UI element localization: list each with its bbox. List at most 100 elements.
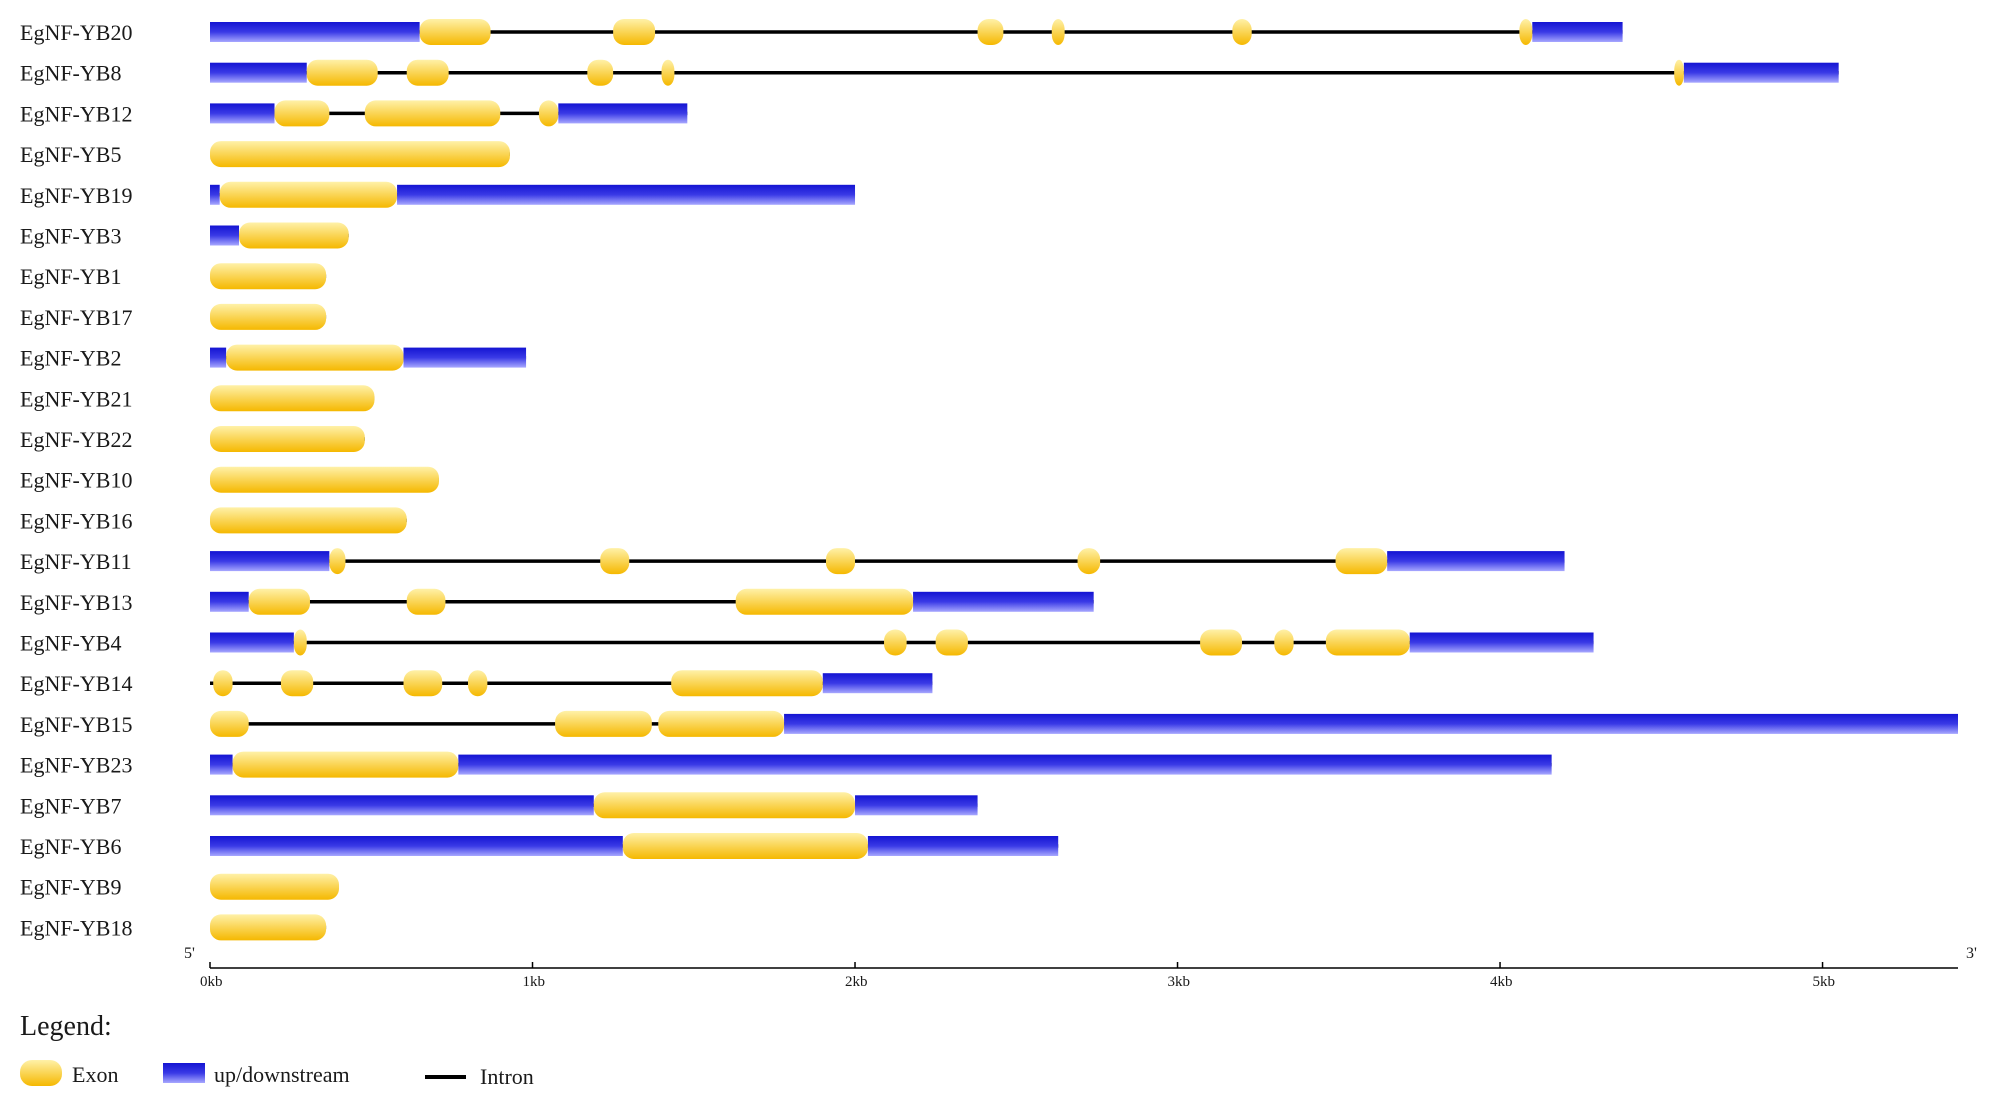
exon-segment [622,833,868,859]
exon-segment [593,792,856,819]
utr-segment [210,184,220,205]
gene-row: EgNF-YB2 [20,344,527,371]
utr-segment [867,836,1059,856]
utr-segment [1683,62,1839,83]
exon-segment [232,751,459,778]
gene-label: EgNF-YB15 [20,712,132,737]
gene-label: EgNF-YB16 [20,508,132,533]
utr-segment [210,551,330,572]
gene-row: EgNF-YB1 [20,263,327,290]
exon-segment [239,222,349,249]
gene-label: EgNF-YB2 [20,346,121,371]
utr-segment [210,836,623,856]
axis-tick-label: 0kb [200,974,223,990]
gene-row: EgNF-YB5 [20,141,510,168]
gene-label: EgNF-YB9 [20,875,121,900]
utr-segment [1532,22,1623,42]
exon-segment [406,59,449,86]
exon-segment [280,670,314,697]
exon-segment [226,344,404,371]
gene-label: EgNF-YB22 [20,427,132,452]
exon-segment [364,100,501,127]
exon-segment [1519,19,1533,45]
utr-segment [784,713,1958,734]
gene-row: EgNF-YB14 [20,670,933,697]
gene-row: EgNF-YB9 [20,873,340,900]
exon-segment [406,588,446,615]
exon-segment [210,710,249,737]
exon-segment [293,629,307,656]
utr-segment [458,754,1552,775]
gene-label: EgNF-YB8 [20,61,121,86]
gene-row: EgNF-YB20 [20,19,1623,45]
legend: Legend: Exon up/downstream Intron [20,1011,534,1089]
exon-segment [658,710,785,737]
gene-label: EgNF-YB1 [20,264,121,289]
exon-segment [468,670,488,697]
gene-row: EgNF-YB3 [20,222,349,249]
utr-segment [210,225,240,246]
utr-segment [822,673,933,694]
utr-segment [210,795,594,816]
utr-segment [855,795,978,816]
exon-segment [613,19,656,45]
gene-row: EgNF-YB22 [20,426,365,452]
gene-label: EgNF-YB14 [20,671,132,696]
gene-row: EgNF-YB19 [20,181,856,208]
five-prime-label: 5' [184,945,195,962]
gene-row: EgNF-YB12 [20,100,688,127]
exon-segment [600,548,630,575]
exon-segment [1051,19,1065,45]
gene-label: EgNF-YB5 [20,142,121,167]
exon-segment [274,100,330,127]
utr-segment [1409,632,1594,653]
axis-tick-label: 1kb [523,974,546,990]
exon-segment [587,59,614,86]
exon-segment [884,629,907,656]
exon-segment [210,385,375,412]
gene-label: EgNF-YB11 [20,549,132,574]
exon-segment [555,710,652,737]
exon-segment [213,670,233,697]
utr-segment [403,347,527,368]
gene-label: EgNF-YB19 [20,183,132,208]
axis-tick-label: 2kb [845,974,868,990]
exon-segment [210,426,365,452]
exon-segment [1200,629,1243,656]
exon-segment [419,19,491,45]
exon-segment [329,548,346,575]
utr-segment [210,632,294,653]
axis-ticks: 0kb 1kb 2kb 3kb 4kb 5kb [200,962,1835,990]
gene-row: EgNF-YB4 [20,629,1594,656]
exon-segment [210,466,439,493]
exon-segment [403,670,443,697]
axis-tick-label: 4kb [1490,974,1513,990]
gene-row: EgNF-YB18 [20,914,327,941]
exon-segment [735,588,914,615]
gene-row: EgNF-YB23 [20,751,1552,778]
exon-segment [1674,59,1684,86]
exon-segment [210,141,510,168]
legend-intron-label: Intron [480,1064,534,1089]
exon-segment [210,873,340,900]
exon-segment [210,263,327,290]
gene-label: EgNF-YB17 [20,305,132,330]
exon-segment [977,19,1004,45]
gene-row: EgNF-YB10 [20,466,439,493]
legend-utr-swatch [163,1063,205,1083]
exon-segment [1335,548,1388,575]
utr-segment [558,103,688,124]
exon-segment [1077,548,1101,575]
gene-label: EgNF-YB20 [20,20,132,45]
gene-label: EgNF-YB12 [20,101,132,126]
legend-title: Legend: [20,1011,112,1042]
three-prime-label: 3' [1966,945,1977,962]
exon-segment [661,59,675,86]
legend-utr-label: up/downstream [214,1062,350,1087]
gene-row: EgNF-YB7 [20,792,978,819]
utr-segment [1387,551,1565,572]
exon-segment [538,100,559,127]
axis-tick-label: 5kb [1813,974,1836,990]
gene-label: EgNF-YB3 [20,224,121,249]
